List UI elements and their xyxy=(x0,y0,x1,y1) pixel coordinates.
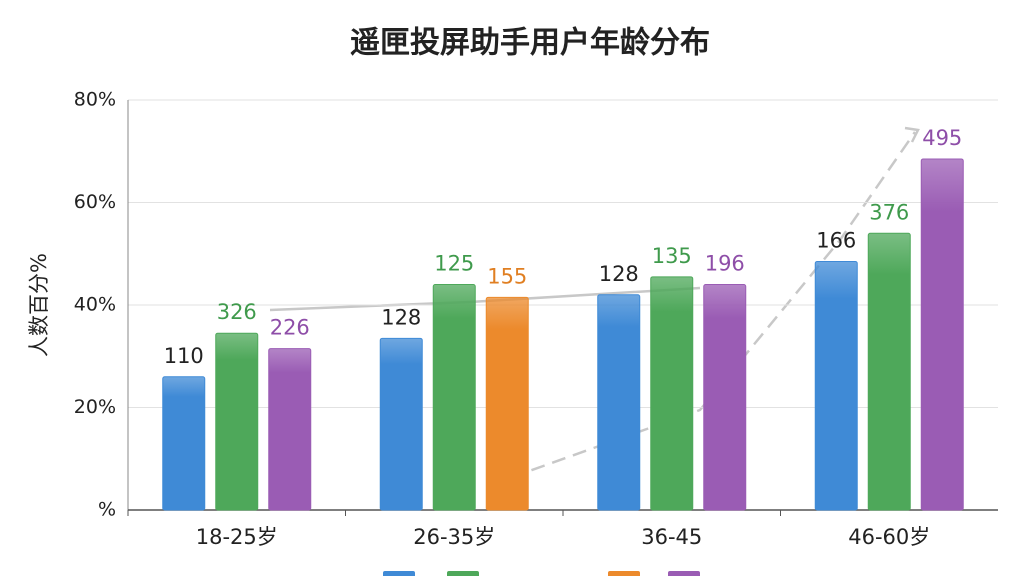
arrow-head xyxy=(904,126,920,143)
y-tick-label: % xyxy=(98,499,116,521)
chart-title: 遥匣投屏助手用户年龄分布 xyxy=(350,26,710,61)
data-label: 495 xyxy=(922,126,962,150)
data-label: 376 xyxy=(869,200,909,224)
bar xyxy=(432,284,476,511)
y-tick-label: 60% xyxy=(74,191,116,213)
data-label: 128 xyxy=(599,262,639,286)
data-label: 166 xyxy=(816,228,856,252)
bar xyxy=(268,348,312,511)
legend-swatch xyxy=(608,571,640,576)
bar xyxy=(703,284,747,511)
bar xyxy=(814,260,858,511)
data-label: 125 xyxy=(434,252,474,276)
bar xyxy=(485,296,529,511)
data-label: 135 xyxy=(652,244,692,268)
data-label: 110 xyxy=(164,344,204,368)
bar xyxy=(867,232,911,511)
trend-arrow xyxy=(489,131,917,487)
y-tick-label: 40% xyxy=(74,294,116,316)
data-label: 326 xyxy=(217,300,257,324)
bar xyxy=(597,294,641,511)
bar xyxy=(650,276,694,511)
data-label: 128 xyxy=(381,305,421,329)
data-label: 196 xyxy=(705,252,745,276)
x-tick-label: 26-35岁 xyxy=(413,525,495,549)
y-tick-label: 80% xyxy=(74,89,116,111)
bar xyxy=(920,158,964,511)
y-axis-label: 人数百分% xyxy=(27,253,51,357)
y-tick-label: 20% xyxy=(74,396,116,418)
x-tick-label: 18-25岁 xyxy=(196,525,278,549)
data-label: 155 xyxy=(487,264,527,288)
legend-swatch xyxy=(447,571,479,576)
x-tick-label: 36-45 xyxy=(641,525,702,549)
data-label: 226 xyxy=(270,316,310,340)
bar xyxy=(379,337,423,511)
legend-swatch xyxy=(668,571,700,576)
x-tick-label: 46-60岁 xyxy=(848,525,930,549)
bar xyxy=(215,332,259,511)
legend-swatch xyxy=(383,571,415,576)
bar xyxy=(162,376,206,511)
